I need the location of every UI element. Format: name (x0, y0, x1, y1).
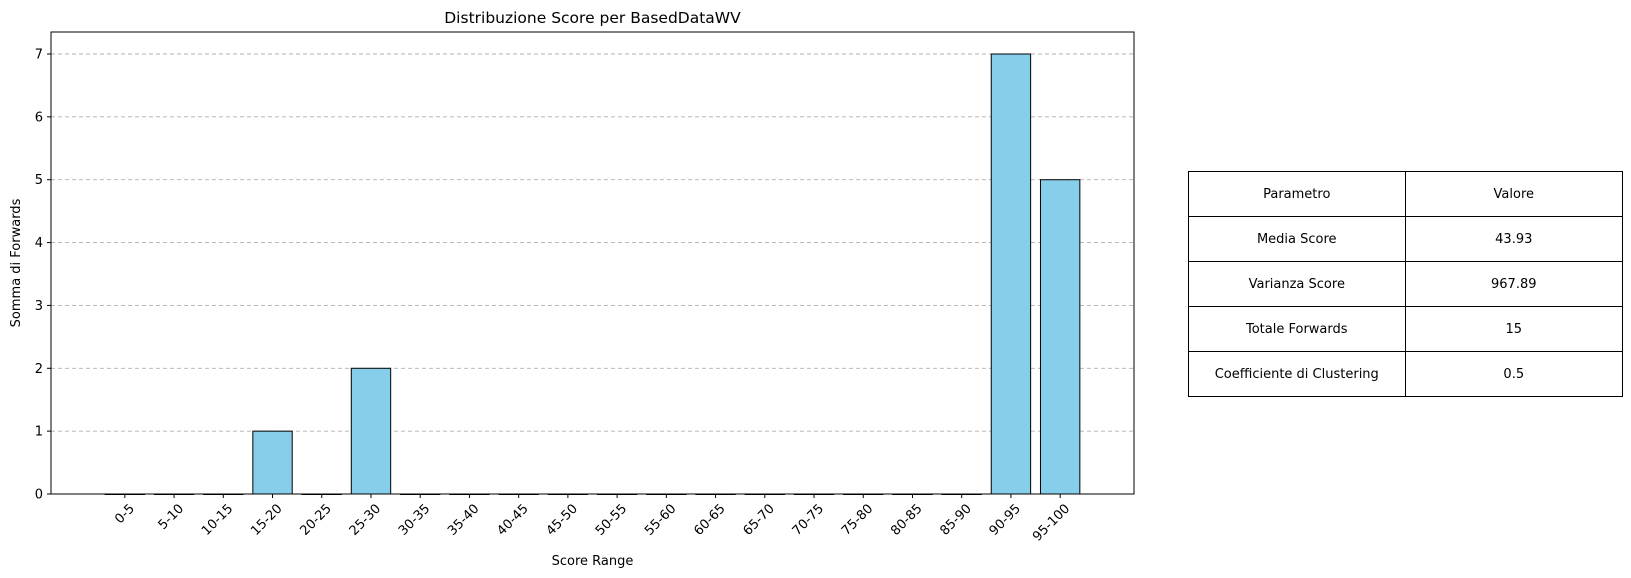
y-tick-label: 7 (35, 48, 43, 63)
x-tick-label: 35-40 (445, 501, 482, 538)
bars (104, 53, 1081, 495)
table-cell-param: Coefficiente di Clustering (1188, 351, 1406, 397)
table-row: Varianza Score 967.89 (1188, 261, 1624, 307)
y-axis-ticks: 0 1 2 3 4 5 6 7 (35, 48, 51, 503)
table-cell-param: Media Score (1188, 216, 1406, 262)
x-tick-label: 40-45 (494, 501, 531, 538)
table-cell-param: Totale Forwards (1188, 306, 1406, 352)
y-tick-label: 0 (35, 488, 43, 503)
x-tick-label: 20-25 (297, 501, 334, 538)
x-tick-label: 80-85 (888, 501, 925, 538)
table-cell-value: 0.5 (1404, 351, 1624, 397)
bar-15-20 (252, 430, 293, 495)
x-tick-label: 95-100 (1030, 501, 1073, 544)
y-tick-label: 1 (35, 425, 43, 440)
x-axis-ticks: 0-5 5-10 10-15 15-20 20-25 25-30 30-35 35-40 40-… (112, 494, 1073, 545)
x-tick-label: 45-50 (544, 501, 581, 538)
x-tick-label: 85-90 (937, 501, 974, 538)
y-tick-label: 3 (35, 299, 43, 314)
x-tick-label: 60-65 (691, 501, 728, 538)
table-row: Media Score 43.93 (1188, 216, 1624, 262)
plot-frame (50, 31, 1135, 495)
table-header-row: Parametro Valore (1188, 171, 1624, 217)
x-tick-label: 65-70 (741, 501, 778, 538)
y-tick-label: 4 (35, 236, 43, 251)
y-tick-label: 2 (35, 362, 43, 377)
x-tick-label: 50-55 (593, 501, 630, 538)
x-tick-label: 5-10 (156, 501, 187, 532)
x-tick-label: 30-35 (396, 501, 433, 538)
x-tick-label: 70-75 (790, 501, 827, 538)
table-row: Totale Forwards 15 (1188, 306, 1624, 352)
x-tick-label: 55-60 (642, 501, 679, 538)
grid-lines (51, 53, 1134, 495)
bar-95-100 (1039, 179, 1081, 495)
table-cell-value: 43.93 (1404, 216, 1624, 262)
bar-90-95 (990, 53, 1032, 495)
x-tick-label: 75-80 (839, 501, 876, 538)
table-cell-value: 15 (1404, 306, 1624, 352)
table-cell-value: 967.89 (1404, 261, 1624, 307)
stats-table: Parametro Valore Media Score 43.93 Varia… (1188, 171, 1624, 397)
y-tick-label: 6 (35, 110, 43, 125)
chart-title: Distribuzione Score per BasedDataWV (444, 9, 741, 27)
table-header-cell: Parametro (1188, 171, 1406, 217)
x-tick-label: 15-20 (248, 501, 285, 538)
x-tick-label: 10-15 (199, 501, 236, 538)
y-tick-label: 5 (35, 173, 43, 188)
table-cell-param: Varianza Score (1188, 261, 1406, 307)
x-tick-label: 90-95 (987, 501, 1024, 538)
table-header-cell: Valore (1404, 171, 1624, 217)
bar-25-30 (350, 367, 392, 495)
x-axis-label: Score Range (552, 554, 634, 569)
x-tick-label: 0-5 (112, 501, 138, 527)
x-tick-label: 25-30 (347, 501, 384, 538)
y-axis-label: Somma di Forwards (9, 198, 24, 327)
table-row: Coefficiente di Clustering 0.5 (1188, 351, 1624, 397)
